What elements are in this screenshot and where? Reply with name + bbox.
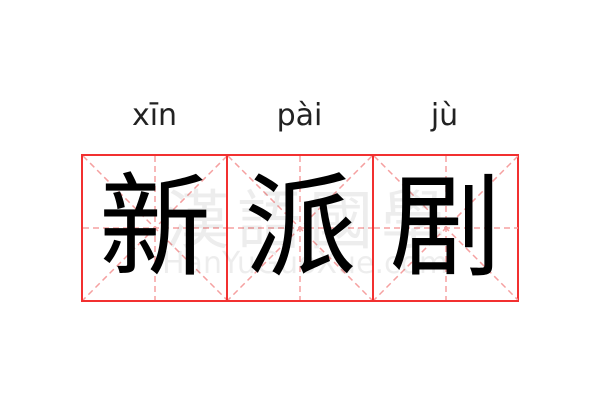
pinyin-1: xīn [131, 98, 178, 133]
grid-cell: 派 [226, 154, 374, 302]
character: 剧 [389, 163, 502, 293]
grid-cell: 新 [81, 154, 229, 302]
guide-lines [83, 156, 227, 300]
character: 新 [99, 163, 211, 293]
grid-cell: 剧 [371, 154, 519, 302]
guide-lines [228, 156, 373, 300]
watermark-chinese: 漢語國學 [165, 185, 453, 259]
character-grid: 新 派 剧 [81, 154, 519, 302]
pinyin-3: jù [430, 98, 459, 133]
watermark-latin: HanYuGuoXue.com [162, 246, 449, 281]
pinyin-2: pài [276, 98, 323, 133]
character: 派 [244, 163, 357, 293]
guide-lines [373, 156, 518, 300]
